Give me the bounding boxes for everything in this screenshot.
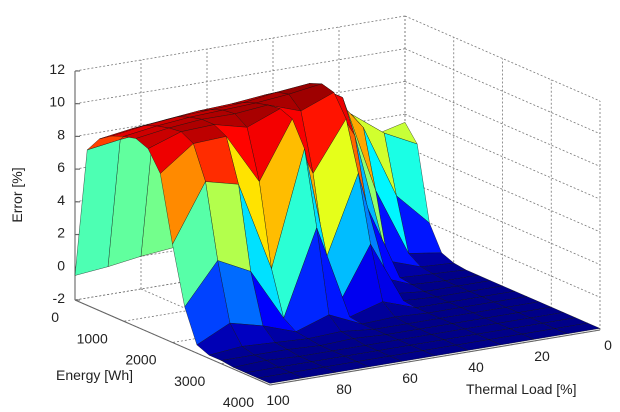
gridline-z [404,48,601,135]
y-tick-label: 20 [534,348,550,364]
z-tick-label: 10 [49,94,65,110]
z-tick-label: 4 [57,192,65,208]
x-axis-line [74,299,271,386]
surface [74,83,601,384]
y-tick-label: 100 [266,392,290,408]
x-tick-label: 0 [51,309,59,325]
gridline-z [74,15,406,72]
y-axis-label: Thermal Load [%] [466,381,577,397]
x-tick-label: 3000 [174,373,205,389]
z-axis-label: Error [%] [9,167,25,222]
gridline-z [74,48,406,105]
gridline-z [404,146,601,233]
y-axis-line [269,329,601,386]
y-tick-label: 60 [402,370,418,386]
x-tick-label: 1000 [77,330,108,346]
gridline-z [404,15,601,102]
y-tick-label: 80 [336,381,352,397]
z-tick-label: -2 [53,290,66,306]
z-tick-label: 12 [49,61,65,77]
z-tick-label: 6 [57,159,65,175]
y-tick-label: 0 [604,337,612,353]
gridline-z [404,113,601,200]
x-tick-label: 2000 [125,352,156,368]
x-axis-label: Energy [Wh] [56,367,133,383]
z-tick-label: 2 [57,225,65,241]
surface-patch [256,372,304,384]
x-tick-label: 4000 [223,394,254,410]
tick-labels: -2 0 2 4 6 8 10 12 0 1000 2000 3000 4000 100 80 60 40 20 0 [49,61,612,410]
gridline-z [404,179,601,265]
axes [74,70,601,386]
z-tick-label: 8 [57,126,65,142]
gridline-z [404,81,601,167]
y-tick-label: 40 [468,359,484,375]
gridline-z [404,211,601,298]
z-tick-label: 0 [57,257,65,273]
